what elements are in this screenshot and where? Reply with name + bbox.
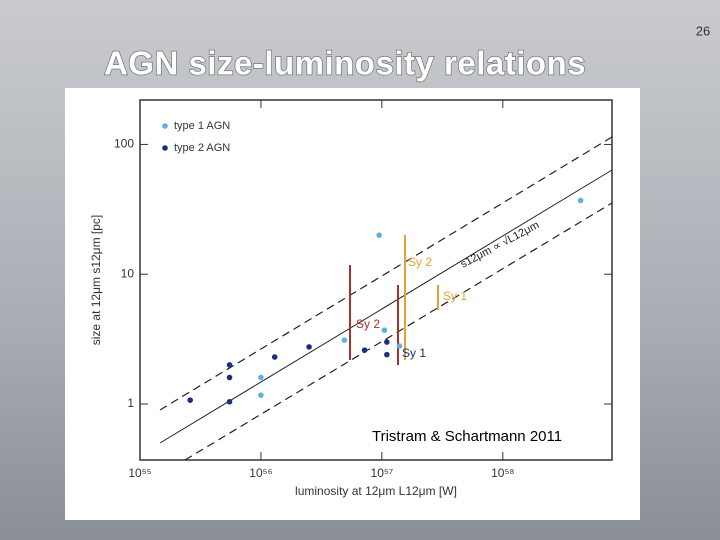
point xyxy=(271,354,278,360)
y-tick-label: 10 xyxy=(121,266,135,280)
legend-label: type 1 AGN xyxy=(174,120,230,132)
relation-line xyxy=(159,169,613,444)
x-tick-label: 10⁵⁶ xyxy=(249,466,272,480)
annotation: Sy 1 xyxy=(443,289,467,303)
source-note: Tristram & Schartmann 2011 xyxy=(372,428,562,445)
annotation: Sy 2 xyxy=(408,255,432,269)
axes-frame xyxy=(139,99,613,461)
annotation: Sy 2 xyxy=(356,317,380,331)
page-number: 26 xyxy=(696,23,710,38)
x-axis-label: luminosity at 12μm L12μm [W] xyxy=(295,484,457,498)
point xyxy=(341,337,348,344)
point xyxy=(306,344,312,350)
point xyxy=(396,343,403,349)
point xyxy=(226,374,233,381)
point xyxy=(384,339,390,345)
point xyxy=(226,362,233,368)
point xyxy=(226,398,233,405)
legend-marker xyxy=(162,145,168,151)
relation-bound xyxy=(159,136,613,411)
point xyxy=(577,197,584,204)
point xyxy=(258,374,264,381)
x-tick-label: 10⁵⁷ xyxy=(371,466,394,480)
point xyxy=(361,347,368,353)
y-axis-label: size at 12μm s12μm [pc] xyxy=(89,215,103,346)
legend-label: type 2 AGN xyxy=(174,142,230,154)
y-tick-label: 1 xyxy=(127,396,134,410)
point xyxy=(258,392,264,398)
point xyxy=(376,232,382,238)
legend-marker xyxy=(162,123,168,129)
x-tick-label: 10⁵⁵ xyxy=(128,466,151,480)
y-tick-label: 100 xyxy=(114,137,134,151)
point xyxy=(187,397,193,403)
annotation: Sy 1 xyxy=(402,346,426,360)
slide-title: AGN size-luminosity relations xyxy=(104,45,586,82)
point xyxy=(381,327,388,334)
x-tick-label: 10⁵⁸ xyxy=(491,466,514,480)
point xyxy=(384,351,390,358)
plot-panel xyxy=(65,88,640,520)
